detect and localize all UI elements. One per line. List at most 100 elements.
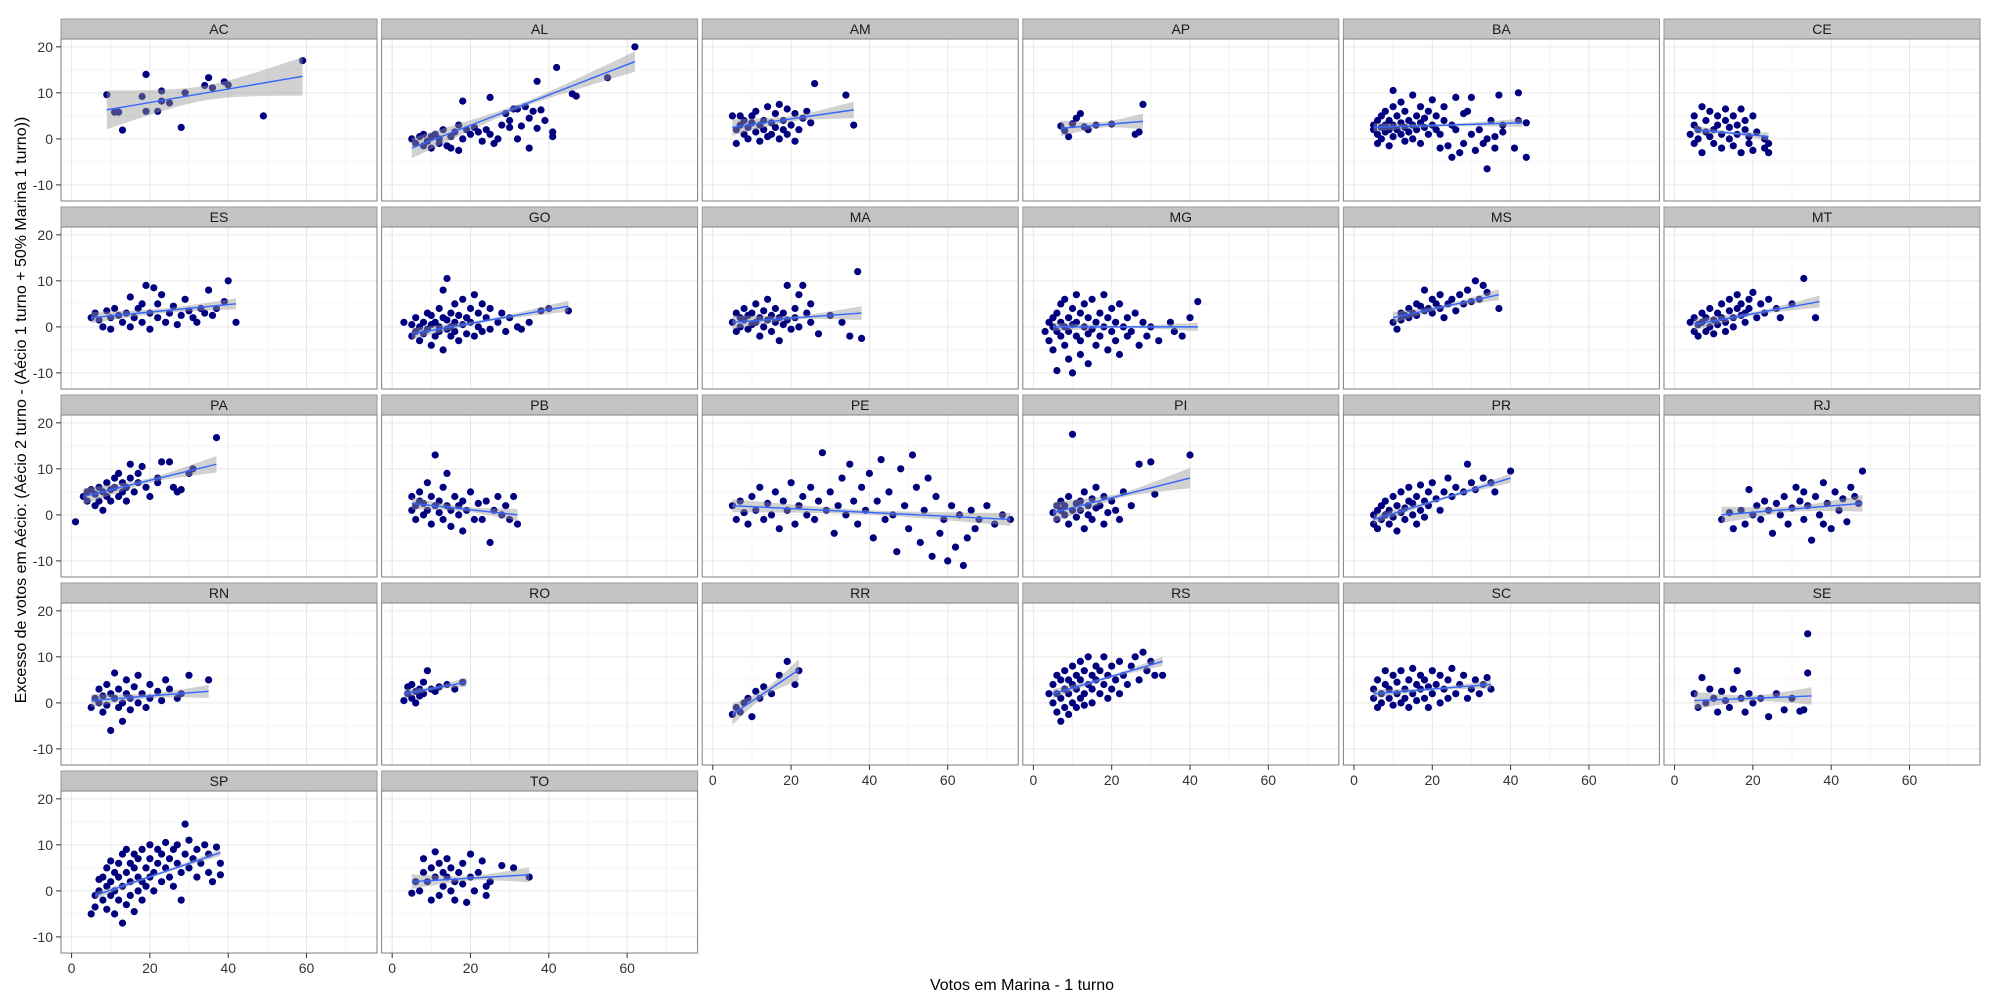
data-point [431,451,439,459]
facet-ma: MA [701,206,1019,390]
data-point [416,488,424,496]
data-point [944,557,952,565]
data-point [1413,112,1421,120]
data-point [208,311,217,319]
data-point [1811,314,1820,322]
data-point [107,497,115,505]
data-point [1847,483,1855,491]
data-point [771,304,780,313]
data-point [1389,492,1397,501]
data-point [1757,300,1765,308]
data-point [1100,492,1108,501]
data-point [1186,451,1194,459]
data-point [940,515,948,524]
panel-background [1022,39,1339,201]
data-point [603,74,612,82]
data-point [435,859,443,867]
data-point [1159,671,1167,679]
data-point [850,497,858,505]
panel-border [1663,226,1981,390]
data-point [95,699,103,707]
data-point [87,703,95,712]
data-point [494,135,502,143]
x-tick-label: 40 [1182,772,1198,788]
x-tick-label: 0 [388,960,396,976]
data-point [869,534,877,542]
data-point [807,318,815,326]
data-point [259,112,267,120]
data-point [474,868,482,877]
data-point [1076,497,1084,505]
regression-line [411,874,530,883]
data-point [470,332,478,340]
data-point [1080,488,1088,496]
data-point [1389,133,1397,141]
facet-pr: PR [1342,394,1660,578]
data-point [205,74,213,82]
data-point [1440,116,1448,125]
data-point [1104,314,1112,322]
data-point [1385,506,1393,514]
panel-background [1664,603,1980,765]
data-point [201,309,209,317]
data-point [767,511,776,519]
data-point [1076,657,1084,666]
facet-strip-label: SC [1492,585,1511,601]
data-point [740,508,748,517]
data-point [814,497,823,505]
facet-strip-label: RO [529,585,550,601]
data-point [1444,676,1452,684]
regression-line [411,60,636,149]
panel-border [1663,414,1981,578]
data-point [435,891,443,900]
data-point [549,133,557,141]
panel-border [60,414,378,578]
data-point [419,318,428,326]
data-point [463,898,471,907]
data-point [1166,318,1174,326]
data-point [1448,664,1456,673]
data-point [1487,685,1495,693]
data-point [1475,690,1483,698]
data-point [905,525,913,533]
data-point [1108,497,1116,505]
data-point [165,309,174,317]
data-point [1729,323,1737,331]
data-point [885,488,893,496]
data-point [1725,295,1733,303]
data-point [1151,671,1159,679]
data-point [1373,676,1382,684]
data-point [744,135,752,143]
data-point [1401,694,1409,702]
data-point [419,690,428,698]
x-tick-label: 20 [1745,772,1761,788]
facet-strip-label: PE [851,397,870,413]
data-point [126,706,134,714]
data-point [181,89,189,97]
data-point [803,107,811,115]
regression-line [1721,502,1863,516]
y-tick-label: 20 [37,227,53,243]
data-point [1065,520,1073,528]
data-point [760,683,768,691]
data-point [95,316,103,324]
data-point [486,93,494,101]
data-point [1123,680,1131,689]
data-point [1698,103,1706,111]
data-point [1772,499,1780,507]
data-point [1381,497,1389,505]
panel-border [381,38,699,202]
data-point [1409,135,1417,143]
data-point [1053,367,1061,375]
data-point [165,99,174,107]
regression-line [1694,128,1769,138]
data-point [142,483,150,491]
data-point [162,676,170,684]
x-axis-title: Votos em Marina - 1 turno [930,977,1114,994]
data-point [1463,460,1472,468]
data-point [99,873,107,881]
data-point [842,511,850,519]
data-point [1749,288,1757,296]
regression-line [411,502,518,516]
data-point [435,508,443,517]
